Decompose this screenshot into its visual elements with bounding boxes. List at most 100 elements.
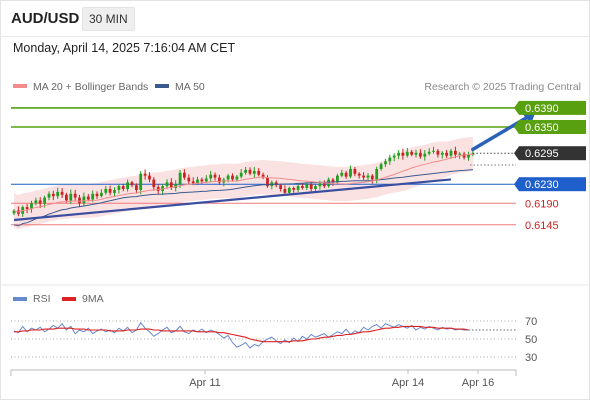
candle-body — [366, 175, 370, 178]
main-legend: MA 20 + Bollinger Bands MA 50 Research ©… — [13, 81, 581, 93]
candle-body — [209, 174, 213, 179]
legend-label-ma20: MA 20 + Bollinger Bands — [33, 81, 148, 93]
candle-body — [440, 152, 444, 155]
legend-swatch-9ma — [62, 297, 76, 301]
candle-body — [436, 150, 440, 155]
candle-body — [56, 191, 60, 197]
candle-body — [283, 189, 287, 193]
header-bar: AUD/USD 30 MIN — [0, 0, 590, 37]
rsi-tick-label: 50 — [525, 334, 537, 346]
candle-body — [60, 191, 64, 195]
candle-body — [419, 152, 422, 157]
x-tick-label: Apr 11 — [189, 377, 221, 389]
candle-body — [375, 169, 379, 180]
candle-body — [449, 150, 453, 156]
candle-body — [108, 189, 112, 193]
price-label-text: 0.6145 — [525, 220, 559, 232]
candle-body — [467, 154, 470, 158]
timeframe-badge[interactable]: 30 MIN — [82, 7, 135, 31]
price-label-text: 0.6190 — [525, 198, 559, 210]
candle-body — [362, 175, 365, 178]
support-trendline — [13, 178, 452, 222]
candle-body — [318, 183, 322, 187]
candle-body — [139, 173, 143, 190]
x-axis: Apr 11 Apr 14 Apr 16 — [10, 369, 517, 389]
candle-body — [305, 184, 309, 188]
candle-body — [38, 200, 42, 204]
price-label-box — [519, 100, 586, 115]
candle-body — [143, 173, 147, 176]
candle-body — [432, 150, 435, 152]
price-label-box — [519, 120, 586, 134]
candle-body — [12, 210, 16, 214]
candle-body — [34, 200, 38, 204]
rsi-legend: RSI 9MA — [13, 293, 104, 305]
candle-body — [169, 182, 173, 188]
candle-body — [104, 189, 108, 193]
candle-body — [427, 151, 431, 154]
candle-body — [462, 153, 466, 158]
datetime-label: Monday, April 14, 2025 7:16:04 AM CET — [13, 41, 236, 55]
candle-body — [218, 177, 221, 183]
candles — [12, 146, 475, 217]
candle-body — [121, 186, 125, 189]
candle-body — [322, 183, 326, 187]
candle-body — [471, 153, 475, 155]
candle-body — [148, 175, 151, 180]
candle-body — [287, 188, 291, 193]
candle-body — [183, 172, 186, 178]
candle-body — [340, 172, 344, 176]
candle-body — [344, 172, 348, 177]
candle-body — [331, 179, 335, 183]
candle-body — [445, 152, 448, 156]
price-levels — [11, 107, 516, 226]
candle-body — [357, 173, 361, 176]
candle-body — [86, 196, 90, 200]
candle-body — [235, 176, 239, 180]
candle-body — [349, 169, 352, 177]
candle-body — [82, 196, 86, 204]
candle-body — [91, 193, 95, 200]
candle-body — [314, 186, 317, 189]
candle-body — [43, 197, 46, 204]
candle-body — [25, 207, 29, 209]
candle-body — [405, 151, 409, 156]
candle-body — [292, 188, 296, 190]
price-labels: 0.6390 0.6350 0.6295 0.6230 0.6190 0.6145 — [514, 100, 586, 232]
candle-body — [248, 169, 252, 174]
candle-body — [117, 186, 121, 190]
legend-label-ma50: MA 50 — [175, 81, 205, 93]
price-label-box — [519, 146, 586, 161]
candle-body — [296, 186, 300, 190]
candle-body — [257, 170, 261, 175]
legend-swatch-ma50 — [155, 84, 169, 88]
price-label-text: 0.6350 — [525, 122, 559, 134]
candle-body — [226, 175, 230, 180]
rsi-tick-label: 70 — [525, 316, 537, 328]
candle-body — [309, 184, 313, 189]
candle-body — [126, 182, 129, 189]
candle-body — [454, 150, 457, 155]
candle-body — [174, 184, 178, 188]
candle-body — [30, 203, 33, 209]
candle-body — [135, 185, 138, 190]
candle-body — [401, 152, 405, 156]
rsi-grid: 70 50 30 — [11, 316, 537, 364]
candle-body — [231, 175, 234, 180]
candle-body — [274, 182, 278, 186]
candle-body — [458, 153, 462, 155]
price-label-text: 0.6230 — [525, 179, 559, 191]
candle-body — [152, 179, 156, 188]
legend-swatch-ma20 — [13, 84, 27, 88]
candle-body — [100, 192, 103, 197]
candle-body — [336, 175, 339, 183]
symbol-title: AUD/USD — [11, 10, 80, 27]
candle-body — [165, 182, 169, 187]
candle-body — [204, 178, 208, 182]
candle-body — [392, 155, 396, 158]
candle-body — [244, 169, 247, 173]
candle-body — [51, 193, 55, 197]
x-tick-label: Apr 16 — [462, 377, 494, 389]
candle-body — [73, 193, 77, 198]
